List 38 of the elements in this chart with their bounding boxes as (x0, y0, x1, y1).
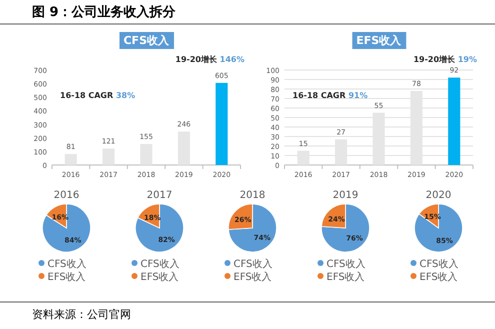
bar (448, 78, 460, 165)
pie-slice (414, 204, 463, 252)
legend-label: EFS收入 (140, 271, 179, 283)
legend-label: CFS收入 (420, 258, 458, 270)
legend-label: CFS收入 (326, 258, 366, 270)
text: 19-20增长 19% (413, 55, 477, 64)
pie-slice (228, 204, 277, 252)
legend-label: EFS收入 (326, 271, 365, 283)
bar (410, 90, 422, 165)
chart-title: CFS收入 (123, 34, 170, 47)
text: 19-20增长 146% (175, 55, 244, 64)
bar (102, 148, 115, 165)
chart-title: 2018 (240, 190, 266, 201)
annotation: 16-18 CAGR 38% (60, 91, 136, 100)
chart-title: EFS收入 (356, 34, 402, 47)
chart-title: 2020 (426, 190, 452, 201)
legend-label: EFS收入 (234, 271, 272, 283)
bar (216, 82, 228, 165)
legend-label: CFS收入 (140, 258, 180, 270)
annotation: 16-18 CAGR 91% (292, 91, 368, 100)
legend-label: CFS收入 (48, 258, 86, 270)
chart-title: 2019 (332, 190, 358, 201)
pie-slice (135, 204, 184, 252)
pie-slice (42, 204, 91, 252)
bar (372, 112, 385, 165)
bar (178, 132, 190, 165)
chart-title: 2017 (146, 190, 172, 201)
pie-slice (321, 204, 370, 252)
bar (140, 144, 152, 165)
legend-label: EFS收入 (48, 271, 86, 283)
bar (335, 139, 348, 165)
chart-title: 2016 (54, 190, 80, 201)
bar (64, 154, 77, 165)
bar (297, 150, 310, 165)
legend-label: EFS收入 (420, 271, 458, 283)
text: 图 9：公司业务收入拆分 (32, 4, 177, 20)
legend-label: CFS收入 (234, 258, 272, 270)
text: 资料来源：公司官网 (32, 308, 131, 321)
